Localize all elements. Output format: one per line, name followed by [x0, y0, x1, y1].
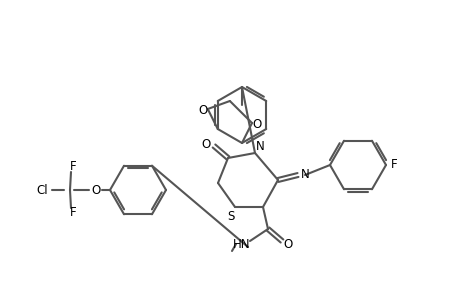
Text: O: O [252, 118, 261, 131]
Text: F: F [390, 158, 397, 172]
Text: N: N [300, 169, 309, 182]
Text: S: S [227, 211, 234, 224]
Text: O: O [201, 137, 210, 151]
Text: F: F [69, 160, 76, 173]
Text: F: F [69, 206, 76, 220]
Text: O: O [283, 238, 292, 251]
Text: N: N [255, 140, 264, 154]
Text: HN: HN [233, 238, 250, 251]
Text: Cl: Cl [36, 184, 48, 196]
Text: O: O [91, 184, 101, 196]
Text: O: O [198, 104, 207, 118]
